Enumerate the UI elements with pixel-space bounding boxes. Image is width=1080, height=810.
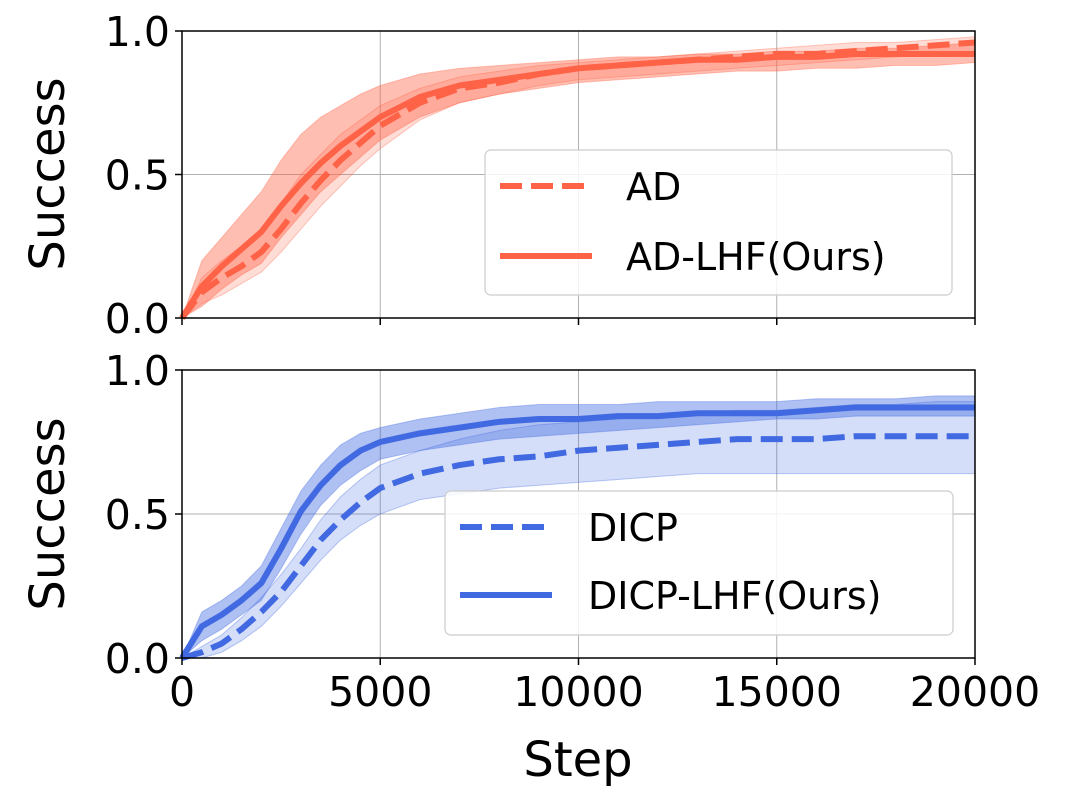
- bottom-ytick-label-0: 0.0: [105, 635, 170, 683]
- top-legend-box: [484, 149, 953, 296]
- top-ytick-label-1: 1.0: [105, 8, 170, 56]
- bottom-legend: DICP DICP-LHF(Ours): [444, 490, 954, 636]
- bottom-ytick-label-0-5: 0.5: [105, 491, 170, 539]
- top-ytick-label-0-5: 0.5: [105, 152, 170, 200]
- top-line-ad-lhf-ours: [179, 50, 975, 320]
- bottom-legend-label-dicp: DICP: [588, 506, 678, 550]
- bottom-axis-ticks: 0 5000 10000 15000 20000 0.0 0.5 1.0: [105, 347, 1040, 716]
- bottom-legend-label-dicp-lhf: DICP-LHF(Ours): [588, 574, 881, 618]
- bottom-xtick-label-10000: 10000: [513, 668, 643, 716]
- bottom-xtick-label-20000: 20000: [910, 668, 1040, 716]
- top-series-lines: [179, 39, 976, 320]
- x-axis-label: Step: [523, 732, 632, 788]
- bottom-panel: 0 5000 10000 15000 20000 0.0 0.5 1.0 Success St…: [20, 347, 1040, 788]
- top-ylabel: Success: [20, 77, 76, 270]
- bottom-ylabel: Success: [20, 417, 76, 610]
- bottom-series-lines: [179, 404, 975, 661]
- top-panel: 0.0 0.5 1.0 Success AD AD-LHF(Ours): [20, 8, 976, 343]
- bottom-legend-box: [444, 490, 954, 636]
- top-legend-label-ad: AD: [626, 165, 681, 209]
- top-legend: AD AD-LHF(Ours): [484, 149, 953, 296]
- bottom-line-dicp: [181, 433, 975, 661]
- top-legend-label-ad-lhf: AD-LHF(Ours): [626, 235, 886, 279]
- bottom-xtick-label-0: 0: [169, 668, 195, 716]
- bottom-xtick-label-15000: 15000: [712, 668, 842, 716]
- top-ytick-label-0: 0.0: [105, 295, 170, 343]
- bottom-xtick-label-5000: 5000: [328, 668, 432, 716]
- bottom-line-dicp-lhf-ours: [179, 404, 975, 660]
- top-axis-ticks: 0.0 0.5 1.0: [105, 8, 976, 343]
- bottom-ytick-label-1: 1.0: [105, 347, 170, 395]
